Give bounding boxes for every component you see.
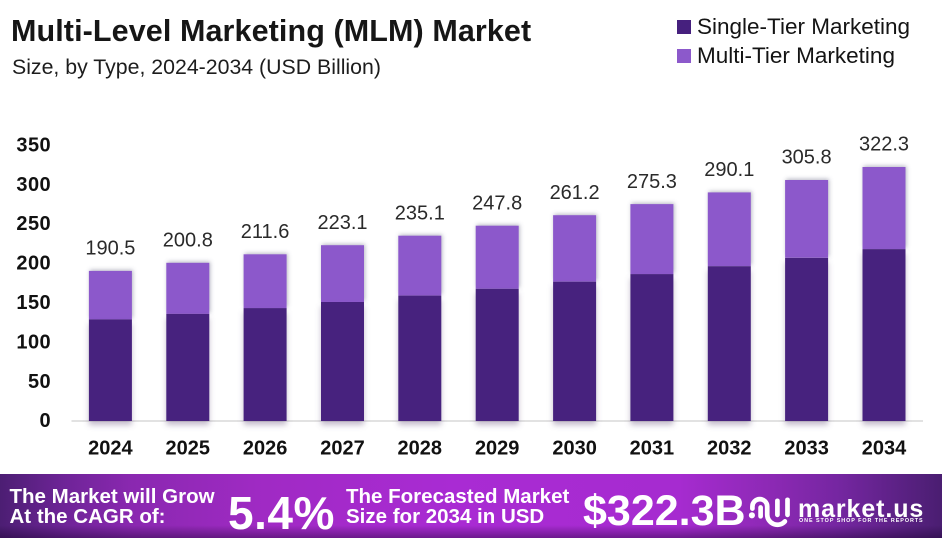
svg-text:250: 250: [16, 213, 51, 235]
svg-text:2029: 2029: [475, 438, 520, 460]
svg-text:235.1: 235.1: [395, 202, 445, 224]
svg-text:2026: 2026: [243, 438, 288, 460]
svg-text:100: 100: [16, 331, 51, 353]
svg-text:2031: 2031: [630, 438, 675, 460]
svg-text:2025: 2025: [166, 438, 211, 460]
svg-text:305.8: 305.8: [782, 147, 832, 169]
svg-text:290.1: 290.1: [704, 159, 754, 181]
svg-text:150: 150: [16, 292, 51, 314]
svg-text:0: 0: [39, 410, 51, 432]
svg-text:322.3: 322.3: [859, 134, 909, 156]
svg-text:50: 50: [28, 371, 51, 393]
svg-text:261.2: 261.2: [550, 182, 600, 204]
svg-text:2024: 2024: [88, 438, 133, 460]
svg-text:200: 200: [16, 253, 51, 275]
svg-text:247.8: 247.8: [472, 192, 522, 214]
svg-text:190.5: 190.5: [85, 238, 135, 260]
svg-text:2028: 2028: [398, 438, 443, 460]
svg-text:2030: 2030: [552, 438, 597, 460]
svg-text:350: 350: [16, 134, 51, 156]
svg-text:300: 300: [16, 174, 51, 196]
svg-text:2033: 2033: [784, 438, 829, 460]
svg-text:211.6: 211.6: [241, 221, 290, 243]
svg-text:200.8: 200.8: [163, 230, 213, 252]
svg-text:2034: 2034: [862, 438, 907, 460]
svg-text:2027: 2027: [320, 438, 365, 460]
svg-text:2032: 2032: [707, 438, 752, 460]
svg-text:275.3: 275.3: [627, 171, 677, 193]
svg-text:223.1: 223.1: [317, 212, 367, 234]
